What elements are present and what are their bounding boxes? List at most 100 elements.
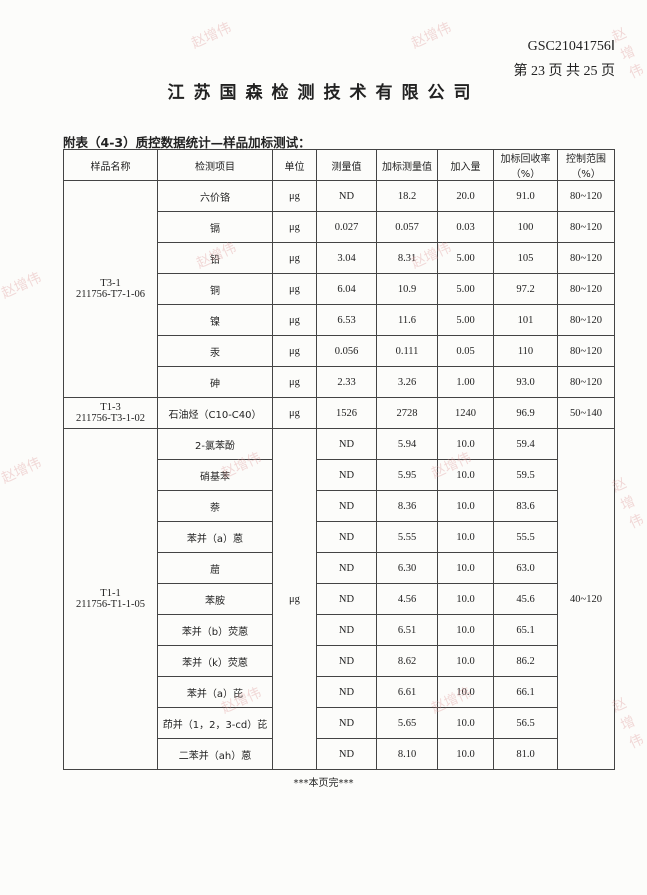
table-cell: 80~120	[557, 304, 615, 336]
table-cell: μg	[272, 428, 317, 770]
table-cell: 80~120	[557, 242, 615, 274]
table-cell: 8.31	[376, 242, 438, 274]
table-cell: 硝基苯	[157, 459, 273, 491]
table-cell: 镍	[157, 304, 273, 336]
table-cell: 101	[493, 304, 558, 336]
column-header: 加入量	[437, 149, 494, 181]
table-cell: 汞	[157, 335, 273, 367]
table-cell: 65.1	[493, 614, 558, 646]
table-cell: 10.0	[437, 707, 494, 739]
table-row: 砷 μg 2.33 3.26 1.00 93.0 80~120	[64, 366, 615, 398]
table-cell: 苯并（b）荧蒽	[157, 614, 273, 646]
table-cell: 5.95	[376, 459, 438, 491]
table-cell: μg	[272, 211, 317, 243]
table-cell: 93.0	[493, 366, 558, 398]
table-cell: ND	[316, 614, 377, 646]
table-cell: 镉	[157, 211, 273, 243]
table-cell: 100	[493, 211, 558, 243]
table-row: T1-3 211756-T3-1-02 石油烃（C10-C40） μg 1526 272…	[63, 397, 615, 429]
watermark: 赵增伟	[0, 269, 44, 303]
table-cell: 4.56	[376, 583, 438, 615]
table-cell: 83.6	[493, 490, 558, 522]
column-header: 测量值	[316, 149, 377, 181]
table-cell: μg	[272, 335, 317, 367]
table-cell: 10.0	[437, 614, 494, 646]
table-cell: 1.00	[437, 366, 494, 398]
table-cell: 2.33	[316, 366, 377, 398]
table-cell: 5.55	[376, 521, 438, 553]
table-row: T3-1 211756-T7-1-06 六价铬 μg ND 18.2 20.0 91.0 80…	[63, 180, 615, 398]
table-cell: 䓛	[157, 552, 273, 584]
table-row: 二苯并（ah）蒽 ND 8.10 10.0 81.0	[64, 738, 615, 770]
table-cell: 5.94	[376, 428, 438, 460]
table-cell: 3.04	[316, 242, 377, 274]
table-cell: T1-1 211756-T1-1-05	[63, 428, 158, 770]
table-cell: 40~120	[557, 428, 615, 770]
table-cell: μg	[272, 273, 317, 305]
table-cell: 苯并（a）芘	[157, 676, 273, 708]
table-cell: 66.1	[493, 676, 558, 708]
table-cell: 5.65	[376, 707, 438, 739]
table-cell: μg	[272, 366, 317, 398]
table-cell: ND	[316, 583, 377, 615]
page-end-note: ***本页完***	[293, 778, 354, 789]
table-cell: T3-1 211756-T7-1-06	[63, 180, 158, 398]
table-cell: 10.0	[437, 552, 494, 584]
table-cell: 20.0	[437, 180, 494, 212]
watermark: 赵增伟	[0, 454, 44, 488]
table-row: 苯并（a）蒽 ND 5.55 10.0 55.5	[64, 521, 615, 553]
table-cell: 96.9	[493, 397, 558, 429]
table-row: 茚并（1，2，3-cd）芘 ND 5.65 10.0 56.5	[64, 707, 615, 739]
table-cell: 0.056	[316, 335, 377, 367]
table-cell: 苯胺	[157, 583, 273, 615]
table-cell: 18.2	[376, 180, 438, 212]
table-cell: 80~120	[557, 335, 615, 367]
table-row: T1-1 211756-T1-1-05 2-氯苯酚 μg ND 5.94 10.0 59.4…	[63, 428, 615, 770]
column-header: 加标测量值	[376, 149, 438, 181]
table-cell: 10.0	[437, 490, 494, 522]
table-cell: T1-3 211756-T3-1-02	[63, 397, 158, 429]
table-cell: 8.36	[376, 490, 438, 522]
table-cell: 59.5	[493, 459, 558, 491]
table-cell: 2-氯苯酚	[157, 428, 273, 460]
table-cell: 10.0	[437, 738, 494, 770]
watermark: 赵增伟	[409, 19, 454, 53]
table-cell: 50~140	[557, 397, 615, 429]
table-row: 苯并（a）芘 ND 6.61 10.0 66.1	[64, 676, 615, 708]
table-cell: 0.03	[437, 211, 494, 243]
table-cell: ND	[316, 521, 377, 553]
column-header: 单位	[272, 149, 317, 181]
table-cell: 茚并（1，2，3-cd）芘	[157, 707, 273, 739]
table-cell: μg	[272, 180, 317, 212]
table-cell: 6.61	[376, 676, 438, 708]
table-cell: 11.6	[376, 304, 438, 336]
table-cell: 0.111	[376, 335, 438, 367]
table-cell: μg	[272, 397, 317, 429]
column-header: 加标回收率（%）	[493, 149, 558, 181]
table-row: 硝基苯 ND 5.95 10.0 59.5	[64, 459, 615, 491]
table-cell: 80~120	[557, 273, 615, 305]
page-number: 第 23 页 共 25 页	[513, 64, 616, 79]
table-cell: 10.0	[437, 676, 494, 708]
table-cell: 石油烃（C10-C40）	[157, 397, 273, 429]
watermark: 赵增伟	[189, 19, 234, 53]
table-cell: 0.027	[316, 211, 377, 243]
table-cell: 1526	[316, 397, 377, 429]
table-cell: 6.51	[376, 614, 438, 646]
table-row: 铅 μg 3.04 8.31 5.00 105 80~120	[64, 242, 615, 274]
table-row: 铜 μg 6.04 10.9 5.00 97.2 80~120	[64, 273, 615, 305]
table-cell: 0.05	[437, 335, 494, 367]
table-cell: 0.057	[376, 211, 438, 243]
table-cell: 97.2	[493, 273, 558, 305]
table-cell: ND	[316, 676, 377, 708]
table-row: 苯并（b）荧蒽 ND 6.51 10.0 65.1	[64, 614, 615, 646]
table-cell: μg	[272, 304, 317, 336]
table-cell: 10.0	[437, 459, 494, 491]
table-cell: 铅	[157, 242, 273, 274]
table-cell: ND	[316, 738, 377, 770]
table-cell: 6.04	[316, 273, 377, 305]
column-header: 样品名称	[63, 149, 158, 181]
table-cell: 10.9	[376, 273, 438, 305]
table-cell: 6.53	[316, 304, 377, 336]
table-cell: 六价铬	[157, 180, 273, 212]
